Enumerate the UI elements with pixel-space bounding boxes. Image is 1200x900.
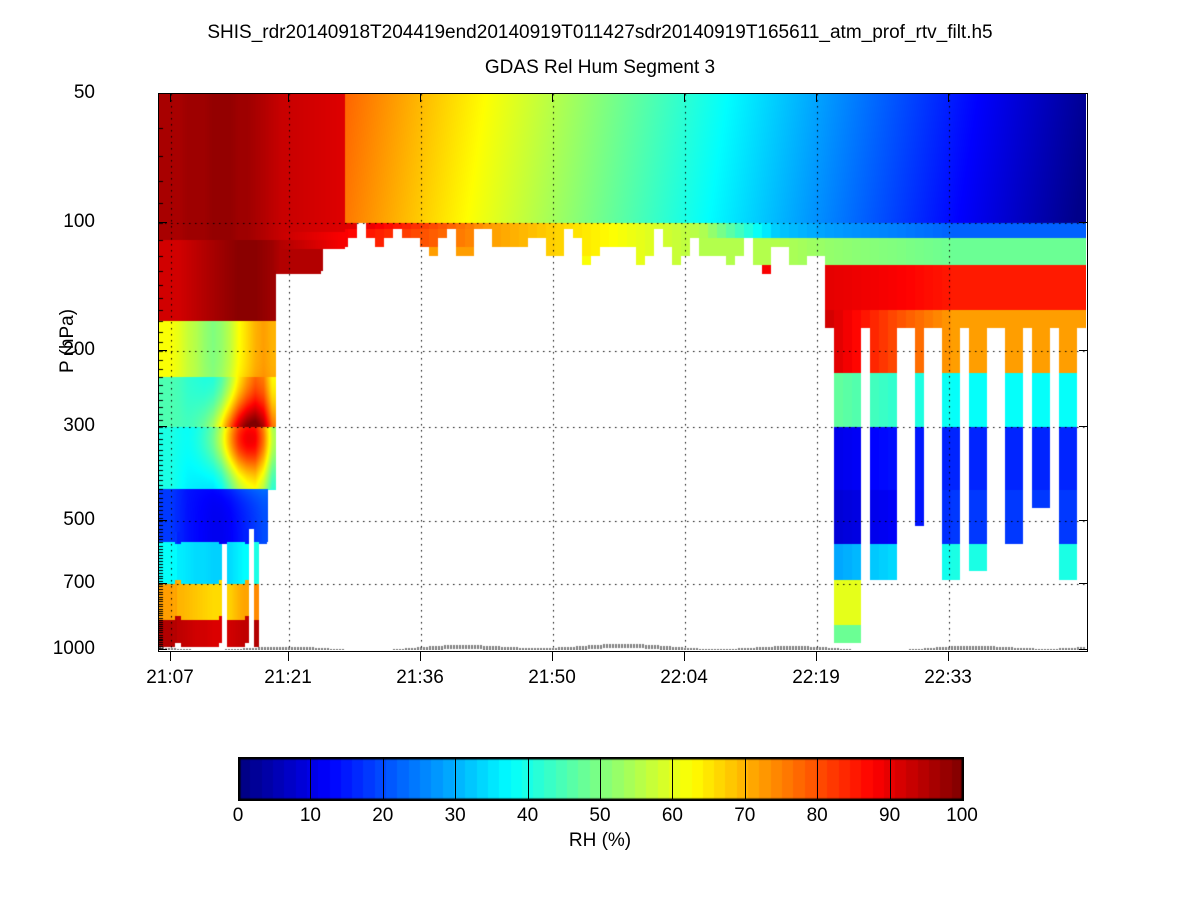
x-tick-label: 21:36 bbox=[396, 667, 444, 688]
page-title: SHIS_rdr20140918T204419end20140919T01142… bbox=[207, 22, 993, 43]
x-tick-mark bbox=[552, 652, 553, 661]
y-tick-mark bbox=[1079, 649, 1088, 650]
colorbar-tick-label: 30 bbox=[444, 805, 466, 826]
colorbar-tick-label: 60 bbox=[661, 805, 683, 826]
colorbar-tick-label: 0 bbox=[232, 805, 244, 826]
page-subtitle: GDAS Rel Hum Segment 3 bbox=[484, 57, 716, 78]
x-tick-label: 21:21 bbox=[264, 667, 312, 688]
colorbar-tick-label: 90 bbox=[879, 805, 901, 826]
y-tick-mark bbox=[158, 222, 167, 223]
x-tick-mark bbox=[816, 93, 817, 102]
y-tick-mark bbox=[158, 649, 167, 650]
colorbar-tick-mark bbox=[383, 757, 384, 799]
y-tick-label: 200 bbox=[63, 339, 95, 361]
colorbar-tick-label: 50 bbox=[589, 805, 611, 826]
x-tick-mark bbox=[552, 93, 553, 102]
colorbar[interactable] bbox=[238, 757, 964, 801]
heatmap-image bbox=[159, 94, 1086, 650]
y-tick-mark bbox=[1079, 350, 1088, 351]
y-tick-mark bbox=[1079, 93, 1088, 94]
x-tick-label: 22:19 bbox=[792, 667, 840, 688]
colorbar-tick-label: 80 bbox=[806, 805, 828, 826]
x-tick-label: 21:50 bbox=[528, 667, 576, 688]
colorbar-tick-mark bbox=[455, 757, 456, 799]
colorbar-tick-mark bbox=[745, 757, 746, 799]
y-tick-label: 500 bbox=[63, 509, 95, 531]
colorbar-tick-label: 40 bbox=[517, 805, 539, 826]
x-tick-mark bbox=[170, 93, 171, 102]
colorbar-tick-mark bbox=[672, 757, 673, 799]
colorbar-gradient bbox=[238, 757, 964, 801]
colorbar-label: RH (%) bbox=[568, 830, 632, 851]
x-tick-mark bbox=[816, 652, 817, 661]
y-tick-mark bbox=[1079, 583, 1088, 584]
y-tick-label: 700 bbox=[63, 571, 95, 593]
y-tick-label: 300 bbox=[63, 414, 95, 436]
x-tick-label: 22:33 bbox=[924, 667, 972, 688]
x-tick-mark bbox=[684, 93, 685, 102]
y-tick-mark bbox=[1079, 426, 1088, 427]
colorbar-tick-mark bbox=[310, 757, 311, 799]
y-tick-mark bbox=[158, 426, 167, 427]
x-tick-mark bbox=[288, 93, 289, 102]
x-tick-mark bbox=[948, 93, 949, 102]
heatmap-plot-area[interactable] bbox=[158, 93, 1088, 652]
x-tick-mark bbox=[684, 652, 685, 661]
x-tick-mark bbox=[170, 652, 171, 661]
y-tick-label: 1000 bbox=[52, 638, 95, 659]
y-tick-label: 50 bbox=[73, 82, 95, 103]
y-tick-mark bbox=[1079, 222, 1088, 223]
y-tick-mark bbox=[158, 93, 167, 94]
colorbar-tick-mark bbox=[817, 757, 818, 799]
x-tick-mark bbox=[420, 652, 421, 661]
colorbar-tick-mark bbox=[890, 757, 891, 799]
y-tick-mark bbox=[158, 583, 167, 584]
x-tick-mark bbox=[288, 652, 289, 661]
colorbar-tick-mark bbox=[600, 757, 601, 799]
colorbar-tick-label: 100 bbox=[946, 805, 978, 826]
colorbar-tick-mark bbox=[528, 757, 529, 799]
x-tick-label: 21:07 bbox=[146, 667, 194, 688]
y-tick-label: 100 bbox=[63, 210, 95, 232]
y-tick-mark bbox=[158, 350, 167, 351]
y-tick-mark bbox=[1079, 520, 1088, 521]
colorbar-tick-label: 10 bbox=[299, 805, 321, 826]
colorbar-tick-label: 20 bbox=[372, 805, 394, 826]
x-tick-mark bbox=[420, 93, 421, 102]
colorbar-tick-label: 70 bbox=[734, 805, 756, 826]
y-tick-mark bbox=[158, 520, 167, 521]
x-tick-mark bbox=[948, 652, 949, 661]
x-tick-label: 22:04 bbox=[660, 667, 708, 688]
